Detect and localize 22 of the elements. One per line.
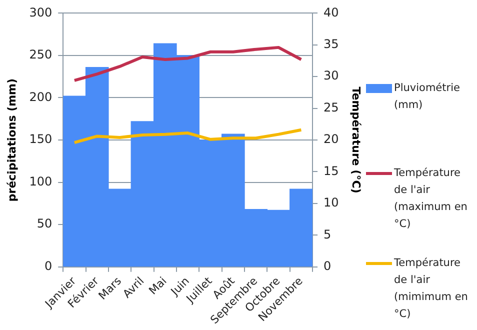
y-tick-label: 50 — [36, 216, 52, 231]
y2-tick-label: 5 — [324, 227, 332, 242]
y-tick-label: 250 — [29, 48, 52, 62]
y-tick-label: 150 — [29, 132, 52, 146]
y2-tick-label: 30 — [324, 68, 339, 83]
y-tick-label: 200 — [29, 90, 52, 104]
y2-tick-label: 15 — [324, 164, 339, 178]
y2-tick-label: 40 — [324, 5, 339, 20]
legend-label: Pluviométrie (mm) — [394, 81, 461, 113]
x-tick-label: Mai — [146, 274, 170, 298]
y-tick-label: 0 — [44, 258, 52, 273]
y-tick-label: 300 — [29, 5, 52, 20]
y2-axis-title: Température (°C) — [350, 86, 363, 194]
legend-label: Température de l'air (mimimum en °C) — [394, 256, 469, 322]
y2-tick-label: 10 — [324, 196, 339, 210]
y2-tick-label: 20 — [324, 132, 339, 146]
y2-tick-label: 0 — [324, 258, 332, 273]
y2-tick-label: 25 — [324, 100, 339, 114]
y-axis-title: précipitations (mm) — [5, 78, 18, 202]
y2-tick-label: 35 — [324, 37, 339, 52]
legend-label: Température de l'air (maximum en °C) — [394, 166, 468, 232]
y-tick-label: 100 — [29, 174, 52, 188]
